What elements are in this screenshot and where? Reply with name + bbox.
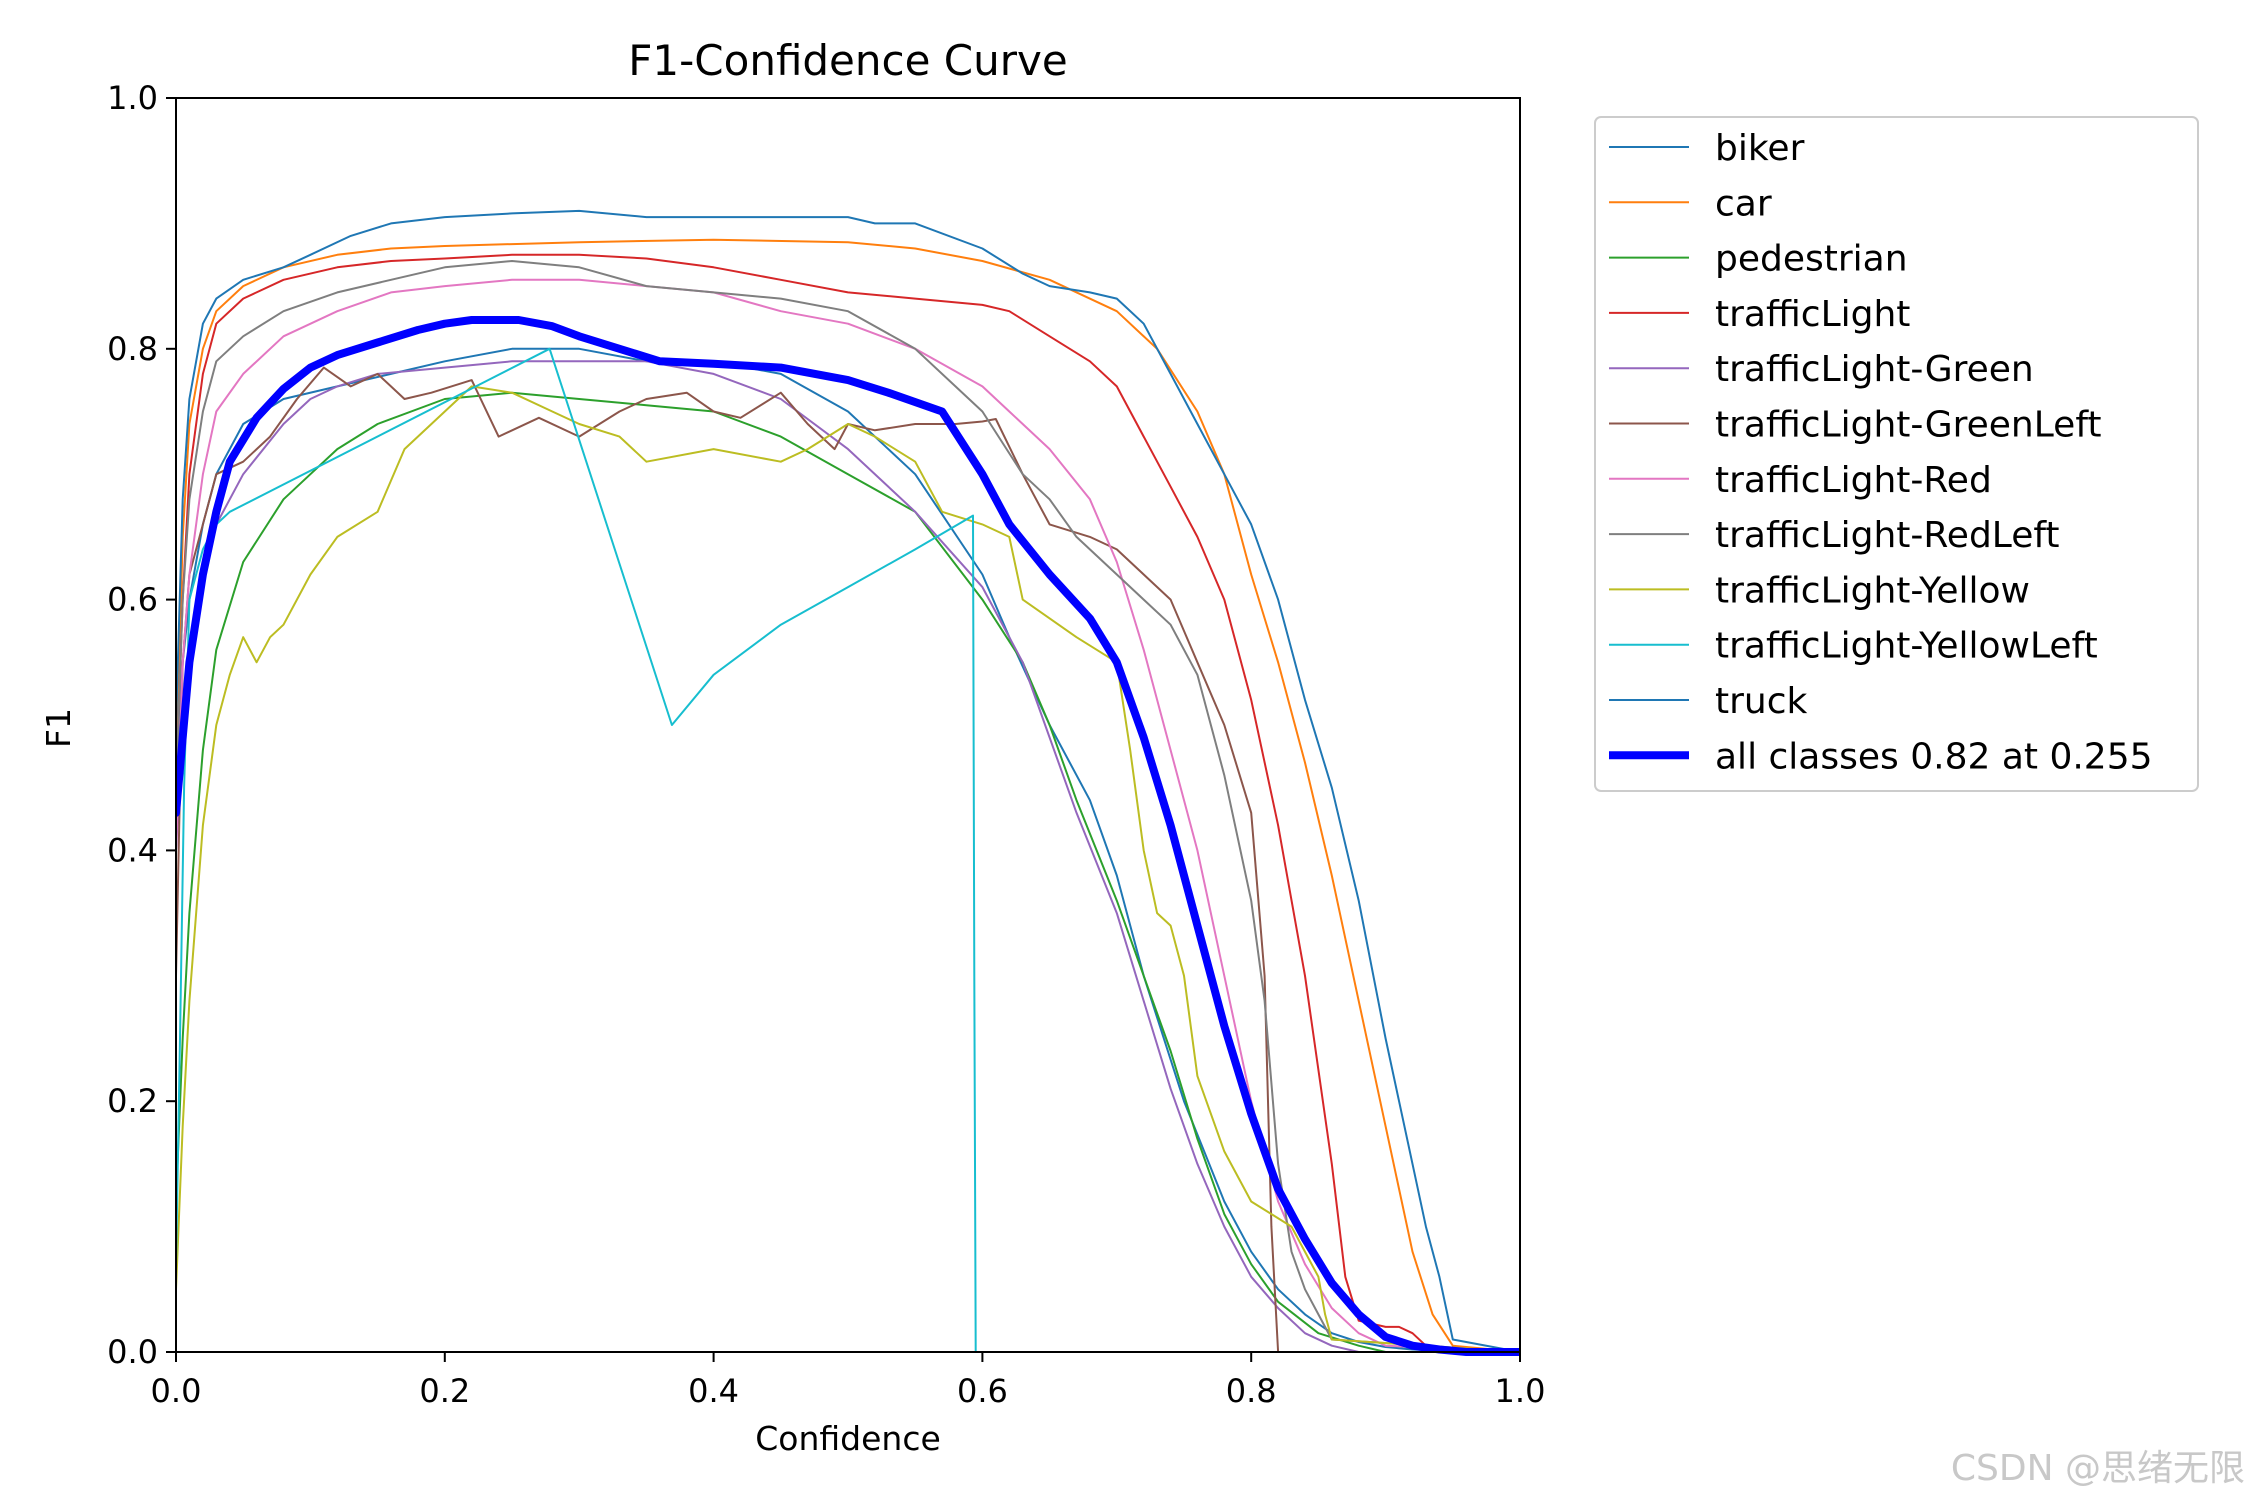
y-tick-label: 0.6	[107, 581, 158, 619]
x-tick-label: 0.8	[1226, 1372, 1277, 1410]
legend: biker car pedestrian trafficLight trafficLig…	[1594, 116, 2199, 792]
y-tick-label: 0.8	[107, 330, 158, 368]
legend-label: truck	[1715, 681, 1808, 722]
x-tick-label: 0.6	[957, 1372, 1008, 1410]
legend-label: car	[1715, 183, 1772, 224]
series-line-all	[176, 316, 1520, 1356]
legend-label: trafficLight-RedLeft	[1715, 515, 2060, 556]
legend-frame	[1594, 116, 2199, 792]
series-line-trafficlight-green	[176, 360, 1520, 1353]
legend-label: trafficLight-Green	[1715, 349, 2034, 390]
legend-label: trafficLight-Yellow	[1715, 570, 2030, 611]
x-tick-label: 0.0	[151, 1372, 202, 1410]
x-tick-label: 1.0	[1495, 1372, 1546, 1410]
series-line-trafficlight-greenleft	[176, 366, 1520, 1353]
chart-title: F1-Confidence Curve	[628, 36, 1067, 85]
legend-label: trafficLight-GreenLeft	[1715, 405, 2101, 446]
y-axis-title: F1	[39, 708, 78, 748]
series-line-trafficlight-yellow	[176, 385, 1520, 1353]
legend-label: trafficLight-Red	[1715, 460, 1992, 501]
y-tick-label: 0.4	[107, 831, 158, 869]
y-tick-label: 0.0	[107, 1333, 158, 1371]
x-tick-label: 0.4	[688, 1372, 739, 1410]
series-line-trafficlight	[176, 253, 1441, 1353]
legend-label: trafficLight-YellowLeft	[1715, 626, 2098, 667]
legend-label: pedestrian	[1715, 239, 1908, 280]
plot-frame	[175, 97, 1521, 1353]
x-tick-label: 0.2	[419, 1372, 470, 1410]
legend-label: trafficLight	[1715, 294, 1910, 335]
y-tick-label: 1.0	[107, 79, 158, 117]
y-tick-label: 0.2	[107, 1082, 158, 1120]
series-line-trafficlight-redleft	[176, 260, 1520, 1353]
series-line-truck	[176, 209, 1520, 1353]
watermark: CSDN @思绪无限	[1951, 1448, 2245, 1489]
legend-label: biker	[1715, 128, 1805, 169]
series-line-pedestrian	[176, 391, 1520, 1353]
legend-label: all classes 0.82 at 0.255	[1715, 736, 2153, 777]
x-axis-title: Confidence	[755, 1419, 941, 1458]
